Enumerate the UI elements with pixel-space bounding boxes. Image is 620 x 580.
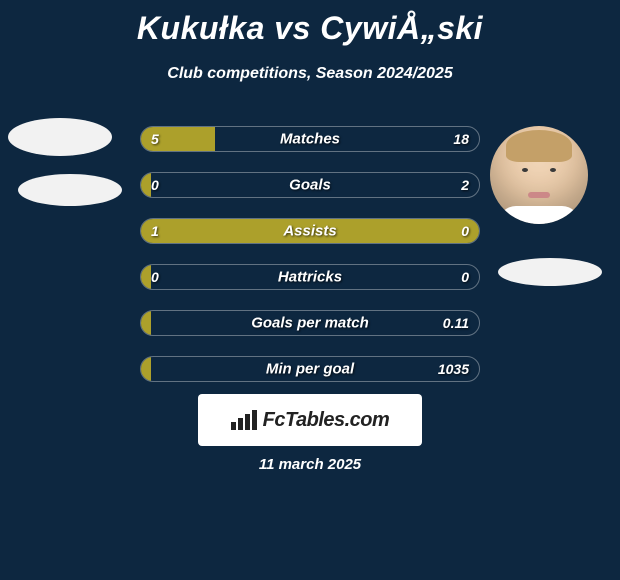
stat-row-goals-per-match: Goals per match 0.11: [140, 310, 480, 336]
brand-text: FcTables.com: [263, 409, 390, 432]
face-eye-left: [522, 168, 528, 172]
stat-value-right: 0: [461, 269, 469, 285]
stat-row-min-per-goal: Min per goal 1035: [140, 356, 480, 382]
stat-value-right: 2: [461, 177, 469, 193]
brand-box[interactable]: FcTables.com: [198, 394, 422, 446]
stat-label: Matches: [141, 131, 479, 148]
stat-row-matches: 5 Matches 18: [140, 126, 480, 152]
player-left-avatar-2: [18, 174, 122, 206]
face-mouth: [528, 192, 550, 198]
player-right-avatar-face: [490, 126, 588, 224]
page-title: Kukułka vs CywiÅ„ski: [0, 0, 620, 47]
stat-value-right: 0: [461, 223, 469, 239]
stat-label: Goals per match: [141, 315, 479, 332]
face-shirt: [498, 206, 580, 224]
brand-bars-icon: [231, 410, 257, 430]
face-eye-right: [550, 168, 556, 172]
stat-row-hattricks: 0 Hattricks 0: [140, 264, 480, 290]
player-right-avatar-2: [498, 258, 602, 286]
stat-label: Hattricks: [141, 269, 479, 286]
stat-value-right: 18: [453, 131, 469, 147]
stat-value-right: 1035: [438, 361, 469, 377]
subtitle: Club competitions, Season 2024/2025: [0, 65, 620, 83]
stat-row-assists: 1 Assists 0: [140, 218, 480, 244]
stat-label: Assists: [141, 223, 479, 240]
stats-bars: 5 Matches 18 0 Goals 2 1 Assists 0 0 Hat…: [140, 126, 480, 402]
face-hair: [506, 130, 572, 162]
player-left-avatar-1: [8, 118, 112, 156]
stat-value-right: 0.11: [443, 315, 469, 331]
stat-row-goals: 0 Goals 2: [140, 172, 480, 198]
stat-label: Min per goal: [141, 361, 479, 378]
stat-label: Goals: [141, 177, 479, 194]
footer-date: 11 march 2025: [0, 456, 620, 473]
